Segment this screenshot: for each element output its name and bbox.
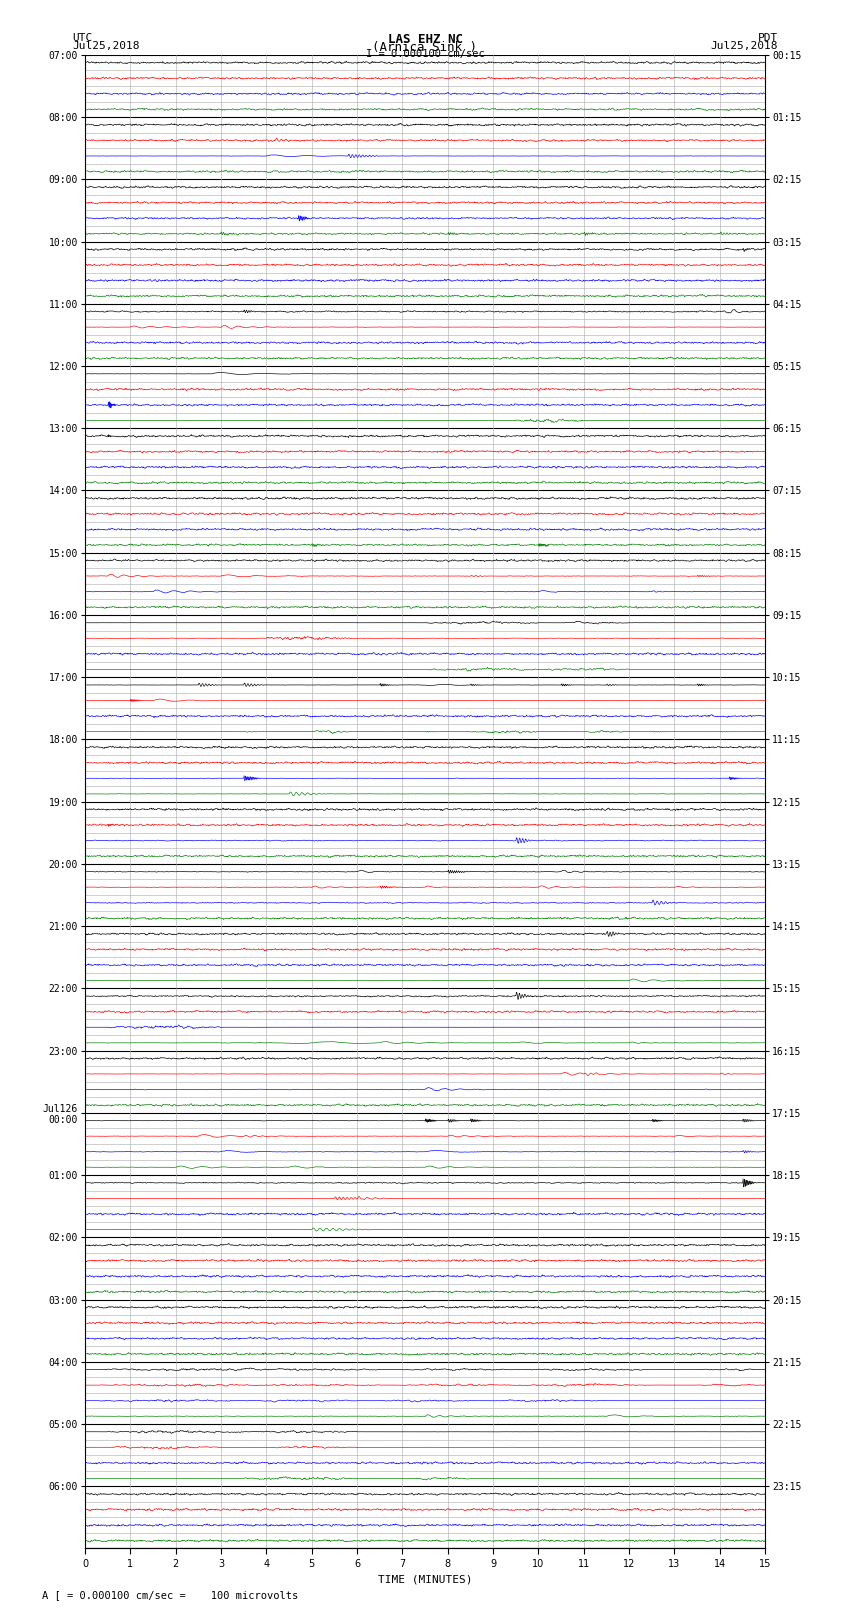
Text: I = 0.000100 cm/sec: I = 0.000100 cm/sec	[366, 50, 484, 60]
Text: Jul25,2018: Jul25,2018	[72, 40, 139, 52]
Text: LAS EHZ NC: LAS EHZ NC	[388, 32, 462, 47]
Text: Jul25,2018: Jul25,2018	[711, 40, 778, 52]
Text: A [ = 0.000100 cm/sec =    100 microvolts: A [ = 0.000100 cm/sec = 100 microvolts	[42, 1590, 298, 1600]
X-axis label: TIME (MINUTES): TIME (MINUTES)	[377, 1574, 473, 1584]
Text: (Arnica Sink ): (Arnica Sink )	[372, 40, 478, 55]
Text: UTC: UTC	[72, 32, 93, 44]
Text: PDT: PDT	[757, 32, 778, 44]
